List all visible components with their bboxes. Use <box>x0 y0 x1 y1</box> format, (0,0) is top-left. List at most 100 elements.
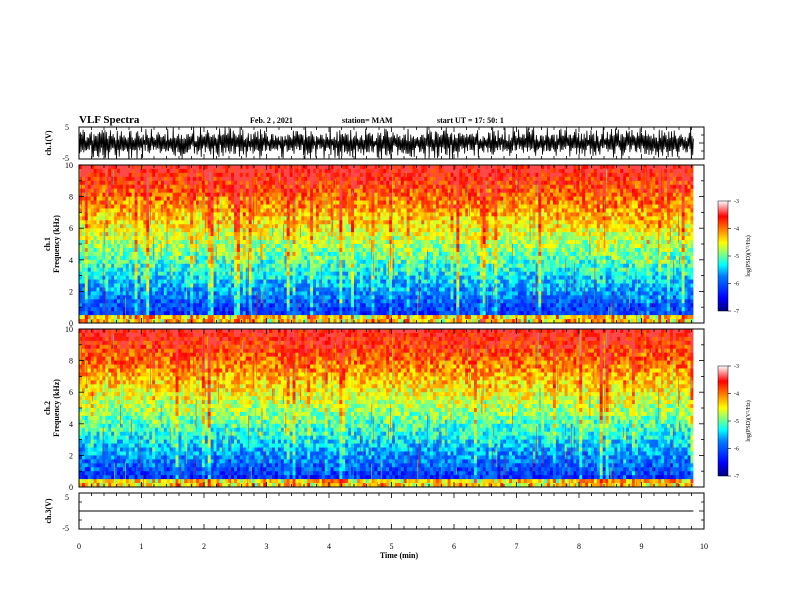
spectrogram-cell <box>295 255 299 261</box>
spectrogram-cell <box>128 259 133 265</box>
spectrogram-cell <box>406 271 410 276</box>
spectrogram-cell <box>427 224 431 229</box>
spectrogram-cell <box>166 240 171 245</box>
spectrogram-cell <box>96 232 100 237</box>
spectrogram-cell <box>236 259 241 265</box>
spectrogram-cell <box>96 279 100 284</box>
spectrogram-cell <box>84 247 89 253</box>
spectrogram-cell <box>87 184 92 190</box>
spectrogram-cell <box>371 212 375 217</box>
spectrogram-cell <box>356 172 361 178</box>
spectrogram-cell <box>234 172 238 178</box>
spectrogram-cell <box>377 176 381 182</box>
spectrogram-cell <box>160 224 165 229</box>
spectrogram-cell <box>236 291 241 296</box>
spectrogram-cell <box>207 283 212 288</box>
spectrogram-cell <box>105 180 109 186</box>
spectrogram-cell <box>272 291 276 296</box>
spectrogram-cell <box>166 228 171 233</box>
spectrogram-cell <box>190 224 194 229</box>
spectrogram-cell <box>87 224 92 229</box>
spectrogram-cell <box>430 315 434 320</box>
spectrogram-cell <box>128 220 133 225</box>
spectrogram-cell <box>228 283 232 288</box>
spectrogram-cell <box>386 311 390 316</box>
spectrogram-cell <box>93 295 97 300</box>
spectrogram-cell <box>266 267 270 273</box>
spectrogram-cell <box>149 232 153 237</box>
spectrogram-cell <box>234 279 238 284</box>
spectrogram-cell <box>418 271 422 276</box>
spectrogram-cell <box>242 315 247 320</box>
spectrogram-cell <box>266 232 270 237</box>
spectrogram-cell <box>283 303 288 308</box>
spectrogram-cell <box>383 188 387 194</box>
spectrogram-cell <box>108 295 112 300</box>
spectrogram-cell <box>210 299 214 304</box>
spectrogram-cell <box>187 303 191 308</box>
spectrogram-cell <box>307 165 311 170</box>
spectrogram-cell <box>380 176 384 182</box>
spectrogram-cell <box>283 176 288 182</box>
spectrogram-cell <box>427 168 431 174</box>
spectrogram-cell <box>93 236 97 241</box>
spectrogram-cell <box>160 172 165 178</box>
spectrogram-cell <box>354 319 358 323</box>
spectrogram-cell <box>105 192 109 197</box>
spectrogram-cell <box>228 228 232 233</box>
spectrogram-cell <box>330 236 334 241</box>
spectrogram-cell <box>216 172 220 178</box>
spectrogram-cell <box>81 196 86 201</box>
spectrogram-cell <box>96 295 100 300</box>
spectrogram-cell <box>310 319 314 323</box>
spectrogram-cell <box>122 216 127 221</box>
spectrogram-cell <box>134 303 138 308</box>
spectrogram-cell <box>251 172 255 178</box>
spectrogram-cell <box>324 259 329 265</box>
spectrogram-cell <box>301 303 305 308</box>
spectrogram-cell <box>87 212 92 217</box>
spectrogram-cell <box>415 200 419 205</box>
spectrogram-cell <box>163 240 168 245</box>
spectrogram-cell <box>140 307 144 312</box>
spectrogram-cell <box>313 228 317 233</box>
spectrogram-cell <box>111 192 115 197</box>
spectrogram-cell <box>160 192 165 197</box>
spectrogram-cell <box>231 188 235 194</box>
spectrogram-cell <box>152 307 156 312</box>
spectrogram-cell <box>236 267 241 273</box>
spectrogram-cell <box>131 283 135 288</box>
spectrogram-cell <box>266 311 270 316</box>
spectrogram-cell <box>231 220 235 225</box>
spectrogram-cell <box>190 287 194 292</box>
spectrogram-cell <box>359 216 364 221</box>
spectrogram-cell <box>193 240 197 245</box>
spectrogram-cell <box>201 255 206 261</box>
spectrogram-cell <box>412 263 416 269</box>
spectrogram-cell <box>298 204 302 209</box>
spectrogram-cell <box>204 263 209 269</box>
spectrogram-cell <box>427 236 431 241</box>
spectrogram-cell <box>386 208 390 213</box>
spectrogram-cell <box>277 275 282 280</box>
spectrogram-cell <box>348 236 352 241</box>
spectrogram-cell <box>394 212 399 217</box>
spectrogram-cell <box>421 180 425 186</box>
spectrogram-cell <box>125 295 130 300</box>
spectrogram-cell <box>143 291 147 296</box>
spectrogram-cell <box>374 232 378 237</box>
spectrogram-cell <box>415 291 419 296</box>
spectrogram-cell <box>96 236 100 241</box>
spectrogram-cell <box>380 188 384 194</box>
spectrogram-cell <box>111 303 115 308</box>
spectrogram-cell <box>301 251 305 257</box>
spectrogram-cell <box>257 204 261 209</box>
spectrogram-cell <box>433 192 437 197</box>
spectrogram-cell <box>90 247 95 253</box>
spectrogram-cell <box>383 311 387 316</box>
spectrogram-cell <box>178 200 182 205</box>
spectrogram-cell <box>412 200 416 205</box>
spectrogram-cell <box>122 236 127 241</box>
spectrogram-cell <box>155 212 159 217</box>
spectrogram-cell <box>409 283 413 288</box>
